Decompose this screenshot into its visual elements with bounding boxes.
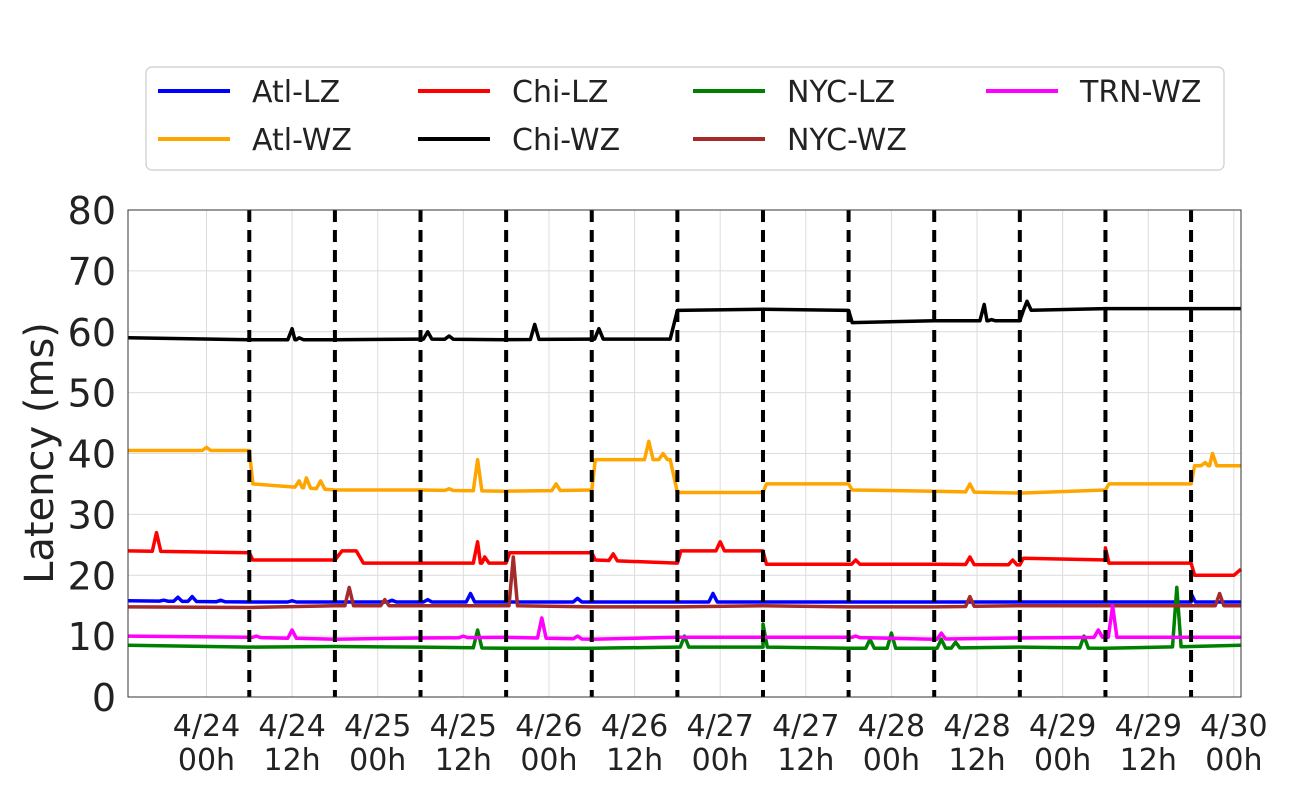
- x-tick-label-date: 4/24: [173, 709, 240, 744]
- x-tick-label-date: 4/24: [258, 709, 325, 744]
- y-tick-label: 30: [68, 493, 116, 537]
- x-tick-label-hour: 12h: [1120, 743, 1177, 778]
- x-tick-label-hour: 00h: [863, 743, 920, 778]
- x-tick-label-date: 4/29: [1115, 709, 1182, 744]
- x-tick-label-date: 4/26: [601, 709, 668, 744]
- series-line-chi-lz: [127, 530, 1243, 578]
- series-line-nyc-wz: [127, 555, 1241, 610]
- x-tick-label-hour: 12h: [948, 743, 1005, 778]
- series-line-atl-lz: [127, 591, 1241, 604]
- y-axis-label: Latency (ms): [17, 322, 63, 584]
- x-tick-label-date: 4/25: [430, 709, 497, 744]
- x-tick-label-date: 4/29: [1029, 709, 1096, 744]
- plot-frame: [127, 209, 1242, 698]
- y-tick-label: 80: [68, 189, 116, 233]
- legend-entry-chi-lz: Chi-LZ: [418, 75, 608, 110]
- legend-entry-atl-lz: Atl-LZ: [158, 75, 340, 110]
- y-tick-label: 20: [68, 554, 116, 598]
- plot-area: [127, 209, 1243, 698]
- legend-box: [145, 66, 1225, 171]
- legend-entry-trn-wz: TRN-WZ: [986, 75, 1201, 110]
- x-tick-label-date: 4/26: [515, 709, 582, 744]
- series-line-chi-wz: [127, 299, 1241, 342]
- x-tick-label-hour: 12h: [435, 743, 492, 778]
- x-tick-label-hour: 00h: [178, 743, 235, 778]
- x-tick-label-hour: 00h: [349, 743, 406, 778]
- y-tick-label: 10: [68, 615, 116, 659]
- series-line-atl-wz: [128, 439, 1241, 495]
- x-axis: 4/2400h4/2412h4/2500h4/2512h4/2600h4/261…: [173, 709, 1268, 778]
- legend: Atl-LZ Atl-WZ Chi-LZ Chi-WZ NYC-LZ NYC-WZ TRN-…: [145, 66, 1225, 171]
- y-tick-label: 50: [68, 372, 116, 416]
- legend-label: Chi-WZ: [512, 123, 620, 158]
- x-tick-label-hour: 12h: [264, 743, 321, 778]
- legend-label: Atl-WZ: [252, 123, 352, 158]
- x-tick-label-date: 4/25: [344, 709, 411, 744]
- x-tick-label-hour: 12h: [777, 743, 834, 778]
- legend-label: NYC-WZ: [787, 123, 907, 158]
- x-tick-label-hour: 12h: [606, 743, 663, 778]
- x-tick-label-date: 4/28: [858, 709, 925, 744]
- x-tick-label-hour: 00h: [692, 743, 749, 778]
- legend-entry-atl-wz: Atl-WZ: [158, 123, 352, 158]
- y-tick-label: 70: [68, 250, 116, 294]
- x-tick-label-date: 4/28: [943, 709, 1010, 744]
- y-tick-label: 0: [92, 676, 116, 720]
- x-tick-label-date: 4/30: [1200, 709, 1267, 744]
- x-tick-label-date: 4/27: [772, 709, 839, 744]
- x-tick-label-hour: 00h: [1205, 743, 1262, 778]
- x-tick-label-date: 4/27: [686, 709, 753, 744]
- y-tick-label: 40: [68, 433, 116, 477]
- legend-label: TRN-WZ: [1079, 75, 1201, 110]
- legend-label: Atl-LZ: [252, 75, 340, 110]
- y-axis: 0 10 20 30 40 50 60 70 80: [68, 189, 116, 720]
- x-tick-label-hour: 00h: [520, 743, 577, 778]
- x-tick-label-hour: 00h: [1034, 743, 1091, 778]
- legend-entry-nyc-lz: NYC-LZ: [693, 75, 895, 110]
- series-line-nyc-lz: [127, 585, 1242, 651]
- legend-entry-chi-wz: Chi-WZ: [418, 123, 620, 158]
- y-tick-label: 60: [68, 311, 116, 355]
- legend-entry-nyc-wz: NYC-WZ: [693, 123, 907, 158]
- legend-label: NYC-LZ: [787, 75, 895, 110]
- legend-label: Chi-LZ: [512, 75, 608, 110]
